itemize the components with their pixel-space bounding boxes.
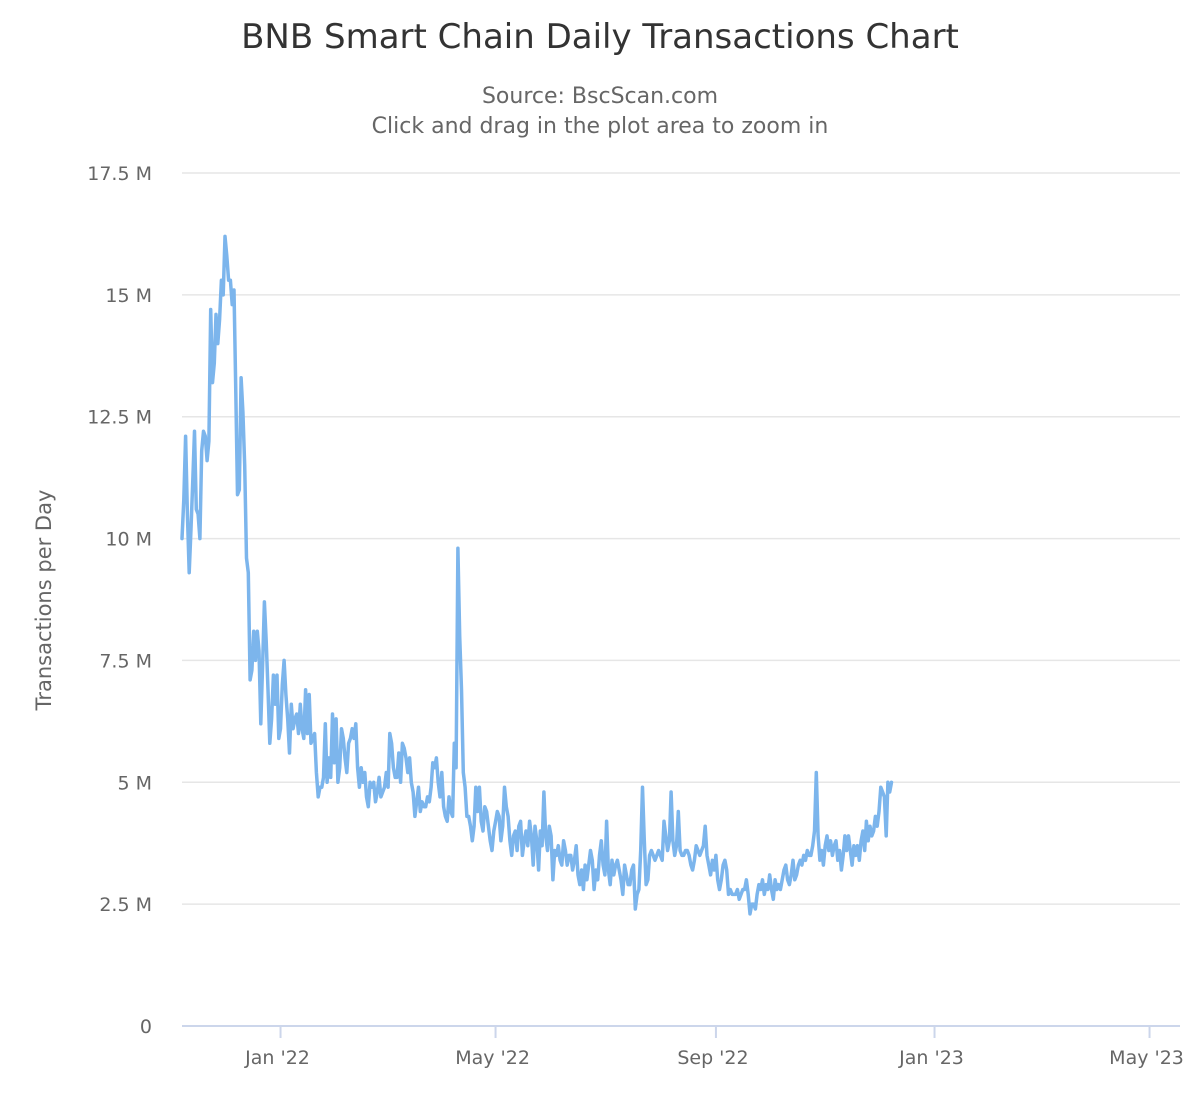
chart-title: BNB Smart Chain Daily Transactions Chart — [241, 17, 959, 57]
chart-subtitle-source: Source: BscScan.com — [482, 84, 718, 109]
y-tick-label: 5 M — [117, 772, 152, 794]
y-gridlines — [182, 172, 1180, 905]
x-tick-label: Jan '22 — [244, 1047, 310, 1069]
x-tick-label: May '23 — [1109, 1047, 1184, 1069]
y-tick-label: 2.5 M — [99, 894, 152, 916]
y-tick-label: 10 M — [105, 529, 152, 551]
transactions-series-line — [180, 234, 894, 916]
y-tick-label: 15 M — [105, 285, 152, 307]
x-tick-label: Jan '23 — [898, 1047, 964, 1069]
x-tick-label: May '22 — [455, 1047, 530, 1069]
x-tick-label: Sep '22 — [677, 1047, 748, 1069]
chart-subtitle-zoom-hint: Click and drag in the plot area to zoom … — [372, 114, 829, 139]
y-tick-label: 7.5 M — [99, 650, 152, 672]
y-tick-label: 12.5 M — [87, 407, 152, 429]
y-tick-label: 17.5 M — [87, 163, 152, 185]
y-tick-label: 0 — [140, 1016, 152, 1038]
x-axis-ticks: Jan '22 May '22 Sep '22 Jan '23 May '23 — [244, 1026, 1184, 1069]
y-axis-ticks: 0 2.5 M 5 M 7.5 M 10 M 12.5 M 15 M 17.5 M — [87, 163, 152, 1038]
plot-area-zoom-region[interactable] — [182, 173, 1180, 1026]
y-axis-title: Transactions per Day — [32, 490, 56, 712]
